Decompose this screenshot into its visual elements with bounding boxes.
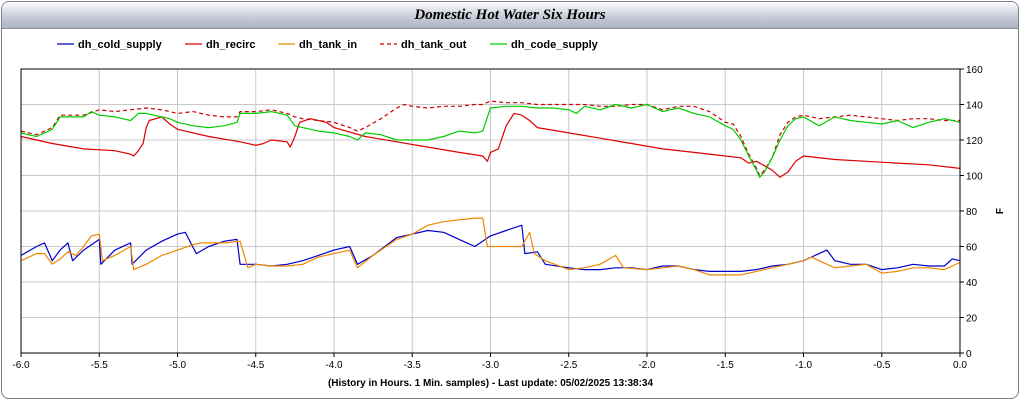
y-tick-label: 60 (966, 243, 978, 254)
x-tick-label: -1.5 (717, 360, 735, 371)
plot-border (20, 68, 961, 354)
x-tick-label: -3.0 (482, 360, 500, 371)
series-line-dh_tank_in (20, 217, 961, 276)
legend: dh_cold_supply dh_recirc dh_tank_in dh_tank… (57, 39, 599, 51)
series-lines (20, 100, 961, 276)
x-tick-label: 0.0 (953, 360, 967, 371)
y-tick-label: 120 (966, 136, 983, 147)
x-tick-label: -5.0 (169, 360, 187, 371)
legend-label-dh_cold_supply: dh_cold_supply (78, 39, 163, 51)
y-tick-label: 100 (966, 172, 983, 183)
y-axis-label: F (995, 208, 1006, 214)
x-tick-label: -1.0 (795, 360, 813, 371)
x-tick-label: -0.5 (873, 360, 891, 371)
y-tick-label: 160 (966, 65, 983, 76)
grid (20, 68, 961, 354)
y-tick-label: 140 (966, 101, 983, 112)
x-axis-label: (History in Hours. 1 Min. samples) - Las… (328, 378, 654, 389)
y-tick-label: 20 (966, 314, 978, 325)
x-tick-label: -4.0 (325, 360, 343, 371)
x-tick-label: -4.5 (247, 360, 265, 371)
series-line-dh_code_supply (20, 103, 961, 178)
legend-label-dh_code_supply: dh_code_supply (511, 39, 599, 51)
y-tick-label: 0 (966, 349, 972, 360)
y-tick-label: 80 (966, 207, 978, 218)
chart-title: Domestic Hot Water Six Hours (2, 2, 1018, 29)
axes: -6.0 -5.5 -5.0 -4.5 -4.0 -3.5 -3.0 -2.5 -2.0 -1.5… (12, 65, 983, 371)
x-tick-label: -5.5 (91, 360, 109, 371)
x-tick-label: -6.0 (12, 360, 30, 371)
x-tick-label: -2.5 (560, 360, 578, 371)
y-tick-label: 40 (966, 278, 978, 289)
legend-label-dh_recirc: dh_recirc (206, 39, 256, 51)
legend-label-dh_tank_in: dh_tank_in (299, 39, 357, 51)
series-line-dh_tank_out (20, 100, 960, 177)
x-tick-label: -3.5 (404, 360, 422, 371)
legend-label-dh_tank_out: dh_tank_out (401, 39, 467, 51)
x-tick-label: -2.0 (638, 360, 656, 371)
